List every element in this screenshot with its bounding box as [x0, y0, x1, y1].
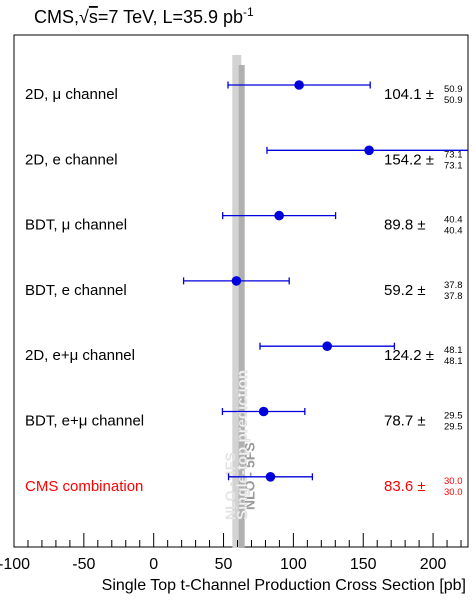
x-tick-label: -50	[72, 556, 95, 573]
theory-band-2	[238, 65, 245, 548]
measurement-label: 2D, e channel	[25, 151, 118, 168]
measurement-err-up: 37.8	[444, 280, 463, 291]
x-tick-label: 200	[420, 556, 447, 573]
x-tick-label: -100	[0, 556, 30, 573]
title-sup: -1	[243, 5, 254, 19]
measurement-row: CMS combination 83.6 ± 30.030.0	[25, 472, 463, 498]
data-point	[231, 276, 242, 286]
measurement-err-down: 73.1	[444, 160, 463, 171]
measurement-row: 2D, μ channel 104.1 ± 50.950.9	[25, 80, 463, 106]
measurement-row: BDT, e channel 59.2 ± 37.837.8	[25, 276, 463, 302]
measurements-layer: 2D, μ channel 104.1 ± 50.950.9 2D, e channe…	[25, 80, 468, 498]
measurement-value: 59.2 ±	[384, 282, 426, 299]
measurement-err-down: 30.0	[444, 487, 463, 498]
measurement-err-up: 29.5	[444, 411, 463, 422]
x-tick-label: 0	[149, 556, 158, 573]
measurement-value: 124.2 ±	[384, 347, 434, 364]
measurement-label: BDT, e+μ channel	[25, 413, 144, 430]
title-prefix: CMS,	[34, 7, 79, 27]
data-point	[294, 80, 304, 90]
data-point	[364, 145, 374, 156]
measurement-value: 78.7 ±	[384, 413, 426, 430]
measurement-value: 89.8 ±	[384, 217, 426, 234]
measurement-label: CMS combination	[25, 478, 143, 495]
theory-overlay-label: Single-top prediction	[234, 370, 251, 520]
measurement-value: 83.6 ±	[384, 478, 426, 495]
theory-band-1	[232, 55, 242, 548]
x-tick-label: 100	[280, 556, 307, 573]
measurement-err-down: 40.4	[444, 226, 463, 237]
measurement-row: 2D, e channel 154.2 ± 73.173.1	[25, 145, 468, 171]
x-axis-label: Single Top t-Channel Production Cross Se…	[102, 577, 466, 594]
x-tick-label: 50	[215, 556, 233, 573]
measurement-err-up: 50.9	[444, 84, 463, 95]
measurement-label: 2D, μ channel	[25, 86, 118, 103]
measurement-err-up: 48.1	[444, 345, 463, 356]
title-rest: =7 TeV, L=35.9 pb	[98, 7, 243, 27]
measurement-err-up: 73.1	[444, 149, 463, 160]
measurement-err-down: 50.9	[444, 95, 463, 106]
measurement-label: BDT, μ channel	[25, 217, 127, 234]
measurement-row: BDT, μ channel 89.8 ± 40.440.4	[25, 210, 463, 237]
measurement-err-down: 37.8	[444, 291, 463, 302]
data-point	[265, 472, 276, 482]
measurement-row: BDT, e+μ channel 78.7 ± 29.529.5	[25, 406, 463, 433]
data-point	[322, 341, 332, 352]
title-sqrt: √	[79, 7, 89, 27]
measurement-label: BDT, e channel	[25, 282, 127, 299]
measurement-label: 2D, e+μ channel	[25, 347, 135, 364]
x-tick-label: 150	[350, 556, 377, 573]
measurement-value: 104.1 ±	[384, 86, 434, 103]
measurement-err-down: 48.1	[444, 356, 463, 367]
measurement-value: 154.2 ±	[384, 151, 434, 168]
title-s: s	[89, 7, 98, 27]
measurement-err-up: 30.0	[444, 476, 463, 487]
measurement-err-down: 29.5	[444, 422, 463, 433]
measurement-row: 2D, e+μ channel 124.2 ± 48.148.1	[25, 341, 463, 367]
theory-label-1: NLO - 4FS	[222, 452, 238, 520]
data-point	[258, 406, 269, 417]
data-point	[274, 210, 284, 221]
x-axis: -100 -50 0 50 100 150 200	[0, 533, 462, 573]
measurement-err-up: 40.4	[444, 215, 463, 226]
chart-title: CMS,√s=7 TeV, L=35.9 pb-1	[34, 5, 254, 27]
